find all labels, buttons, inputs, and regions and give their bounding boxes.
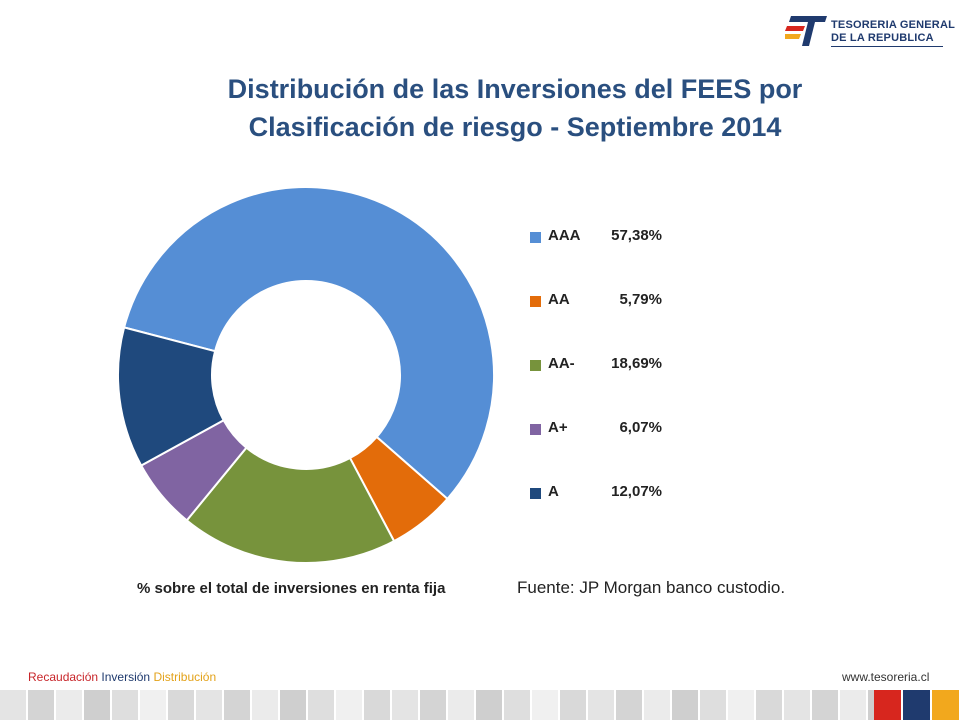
tesoreria-logo-icon — [785, 16, 827, 46]
footer-tile — [532, 690, 558, 720]
legend-label: AA — [548, 291, 570, 308]
footer-tile — [196, 690, 222, 720]
footer-tile — [364, 690, 390, 720]
chart-caption: % sobre el total de inversiones en renta… — [137, 580, 446, 597]
legend-swatch — [530, 424, 541, 435]
footer-tile — [672, 690, 698, 720]
footer-word-recaudacion: Recaudación — [28, 670, 99, 684]
logo-text-line1: TESORERIA GENERAL — [831, 19, 956, 31]
legend-swatch — [530, 488, 541, 499]
footer-tile — [616, 690, 642, 720]
footer-tile — [448, 690, 474, 720]
footer-tile — [280, 690, 306, 720]
legend-item: AA 5,79% — [530, 289, 730, 313]
donut-slice-aaminus — [185, 446, 396, 564]
footer-decorative-strip — [0, 690, 960, 720]
footer-tile — [476, 690, 502, 720]
tesoreria-logo: TESORERIA GENERAL DE LA REPUBLICA — [785, 12, 955, 52]
footer-tile — [28, 690, 54, 720]
legend-value: 6,07% — [619, 419, 662, 436]
title-line1: Distribución de las Inversiones del FEES… — [227, 74, 803, 104]
footer-accent-tile — [874, 690, 901, 720]
donut-slice-a — [117, 326, 225, 467]
footer-tagline: Recaudación Inversión Distribución — [28, 670, 216, 684]
legend-value: 5,79% — [619, 291, 662, 308]
legend-label: A — [548, 483, 559, 500]
legend-label: AAA — [548, 227, 581, 244]
footer-tile — [140, 690, 166, 720]
legend-label: A+ — [548, 419, 568, 436]
footer-tile — [840, 690, 866, 720]
footer-tile — [308, 690, 334, 720]
legend-value: 12,07% — [611, 483, 662, 500]
source-note: Fuente: JP Morgan banco custodio. — [517, 578, 786, 597]
title-line2: Clasificación de riesgo - Septiembre 201… — [248, 112, 782, 142]
footer-tile — [728, 690, 754, 720]
footer-tile — [392, 690, 418, 720]
footer-word-distribucion: Distribución — [153, 670, 217, 684]
legend-item: AA- 18,69% — [530, 353, 730, 377]
footer-tile — [756, 690, 782, 720]
footer-tile — [0, 690, 26, 720]
legend-value: 57,38% — [611, 227, 662, 244]
footer-tile — [420, 690, 446, 720]
legend-item: AAA 57,38% — [530, 225, 730, 249]
footer-tile — [588, 690, 614, 720]
legend-value: 18,69% — [611, 355, 662, 372]
legend-item: A+ 6,07% — [530, 417, 730, 441]
legend-item: A 12,07% — [530, 481, 730, 505]
footer-tile — [224, 690, 250, 720]
footer-tile — [784, 690, 810, 720]
legend-swatch — [530, 296, 541, 307]
footer-accent-tile — [932, 690, 959, 720]
footer-accent-tile — [903, 690, 930, 720]
footer-tile — [560, 690, 586, 720]
footer-tile — [504, 690, 530, 720]
donut-chart — [117, 186, 495, 564]
page-title: Distribución de las Inversiones del FEES… — [150, 70, 880, 146]
logo-underline — [831, 46, 943, 47]
footer-tile — [336, 690, 362, 720]
footer-tile — [700, 690, 726, 720]
donut-slice-aaa — [122, 186, 495, 501]
footer-tile — [168, 690, 194, 720]
legend-label: AA- — [548, 355, 575, 372]
footer-tile — [112, 690, 138, 720]
footer-tile — [84, 690, 110, 720]
logo-text-line2: DE LA REPUBLICA — [831, 32, 934, 44]
footer-tile — [56, 690, 82, 720]
footer-tile — [812, 690, 838, 720]
footer-website: www.tesoreria.cl — [842, 670, 930, 684]
legend-swatch — [530, 232, 541, 243]
footer-tile — [252, 690, 278, 720]
footer-tile — [644, 690, 670, 720]
footer-word-inversion: Inversión — [101, 670, 151, 684]
legend-swatch — [530, 360, 541, 371]
